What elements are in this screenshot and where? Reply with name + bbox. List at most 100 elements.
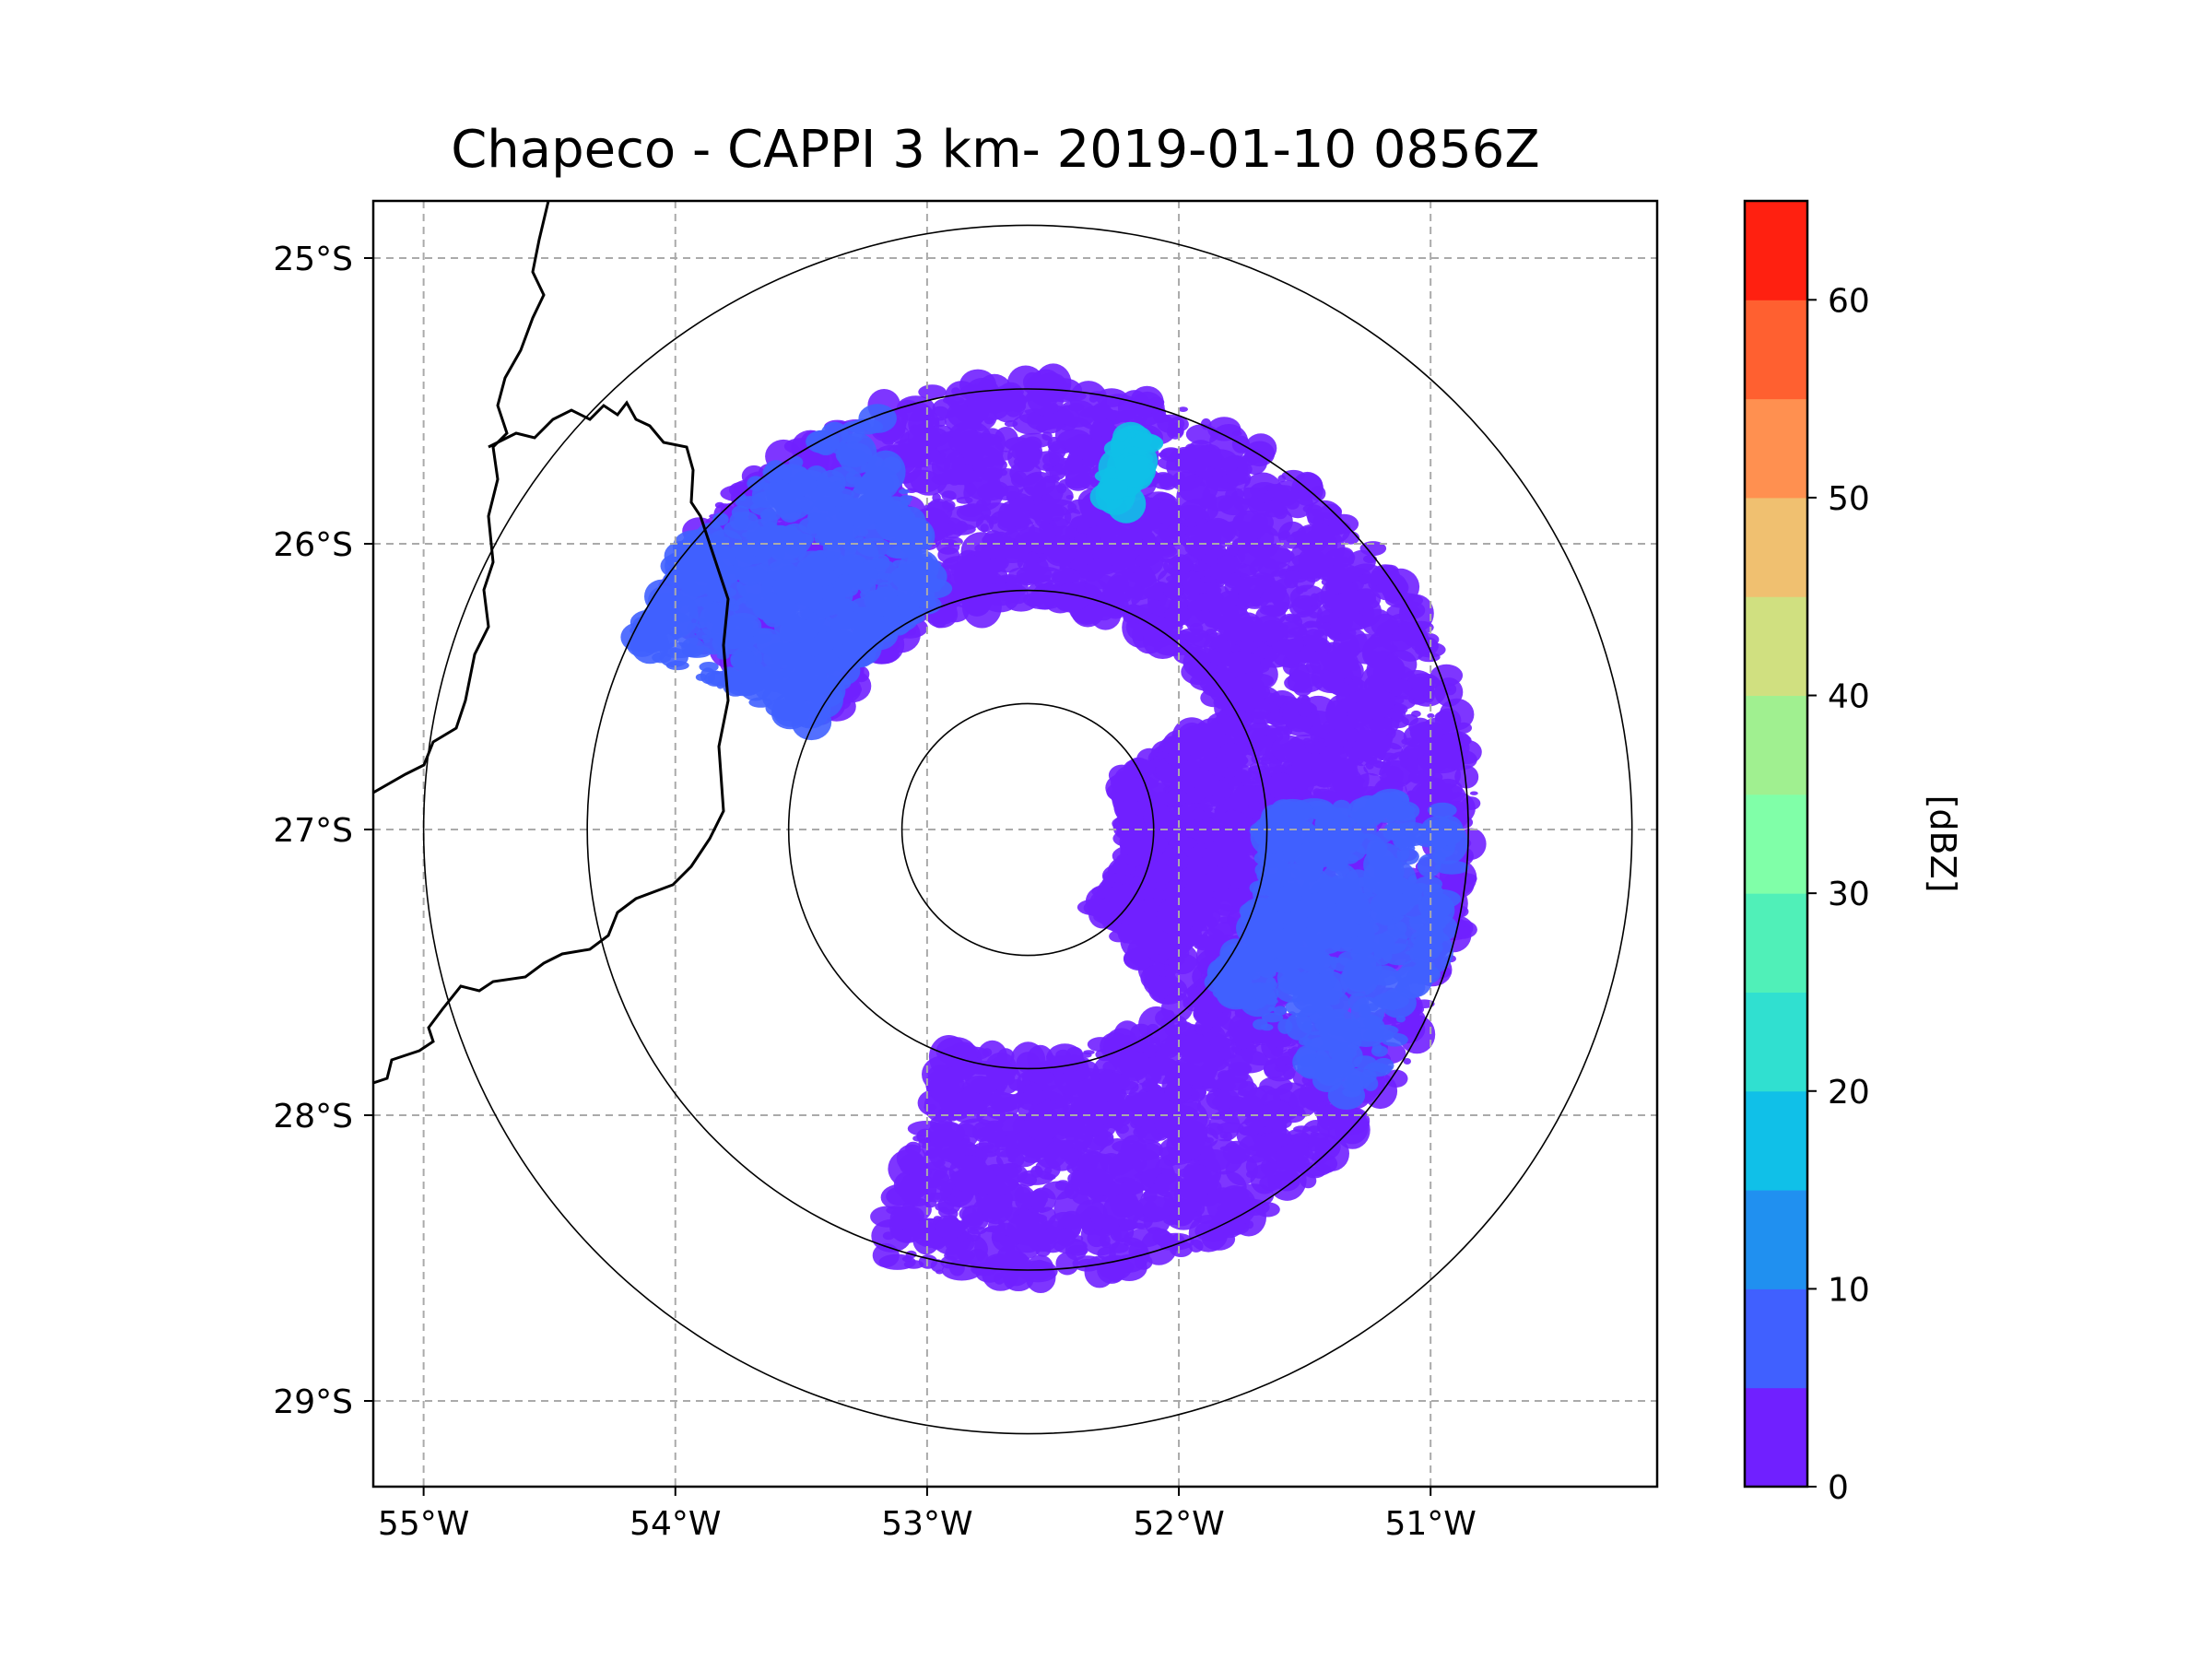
echo-cell xyxy=(1359,541,1387,557)
echo-cell xyxy=(1371,613,1399,637)
echo-cell xyxy=(1008,584,1029,605)
echo-cell xyxy=(1316,1004,1334,1017)
echo-cell xyxy=(1057,399,1097,428)
echo-cell xyxy=(1105,1090,1132,1118)
echo-cell xyxy=(951,387,960,395)
echo-cell xyxy=(1206,616,1237,630)
echo-cell xyxy=(1159,499,1180,517)
echo-cell xyxy=(1124,1229,1162,1248)
echo-cell xyxy=(1165,810,1185,823)
echo-cell xyxy=(1181,903,1196,915)
echo-cell xyxy=(831,480,844,492)
echo-cell xyxy=(1292,820,1317,844)
echo-cell xyxy=(918,1138,932,1148)
echo-cell xyxy=(711,617,751,649)
echo-cell xyxy=(1340,962,1379,997)
echo-cell xyxy=(1056,483,1067,494)
echo-cell xyxy=(1236,771,1267,784)
echo-cell xyxy=(805,614,834,633)
echo-cell xyxy=(1320,862,1359,904)
echo-cell xyxy=(1351,833,1383,854)
echo-cell xyxy=(1417,853,1441,877)
echo-cell xyxy=(1280,624,1289,630)
echo-cell xyxy=(1406,893,1416,901)
echo-cell xyxy=(865,450,906,494)
echo-cell xyxy=(1411,710,1421,718)
echo-cell xyxy=(1188,935,1206,945)
echo-cell xyxy=(1385,729,1407,750)
echo-cell xyxy=(994,1273,1006,1285)
echo-cell xyxy=(1034,577,1053,590)
echo-cell xyxy=(1419,816,1457,848)
echo-cell xyxy=(827,599,859,614)
echo-cell xyxy=(994,1147,1016,1158)
echo-cell xyxy=(1135,865,1147,872)
echo-cell xyxy=(1028,1089,1048,1103)
echo-cell xyxy=(739,649,754,660)
echo-cell xyxy=(762,465,793,480)
echo-cell xyxy=(1182,631,1204,643)
echo-cell xyxy=(932,493,941,502)
echo-cell xyxy=(787,575,810,599)
echo-cell xyxy=(1160,1169,1175,1175)
echo-cell xyxy=(1454,765,1479,789)
echo-cell xyxy=(942,1065,973,1083)
echo-cell xyxy=(869,558,890,569)
echo-cell xyxy=(1065,495,1074,500)
echo-cell xyxy=(1100,525,1135,555)
echo-cell xyxy=(1123,758,1156,779)
echo-cell xyxy=(1115,1124,1129,1135)
echo-cell xyxy=(1090,554,1100,559)
echo-cell xyxy=(659,647,688,668)
echo-cell xyxy=(1191,807,1206,822)
echo-cell xyxy=(1382,678,1414,695)
echo-cell xyxy=(1030,1071,1055,1085)
echo-cell xyxy=(930,1259,945,1273)
echo-cell xyxy=(1223,464,1238,472)
echo-cell xyxy=(1354,750,1373,759)
echo-cell xyxy=(1030,1187,1056,1213)
echo-cell xyxy=(1383,657,1406,680)
echo-cell xyxy=(1416,736,1453,772)
echo-cell xyxy=(1188,1215,1229,1253)
echo-cell xyxy=(640,633,665,653)
echo-cell xyxy=(816,603,826,613)
echo-cell xyxy=(1293,680,1312,697)
echo-cell xyxy=(1294,1159,1306,1169)
echo-cell xyxy=(1418,771,1443,783)
echo-cell xyxy=(1021,1080,1031,1086)
echo-cell xyxy=(1157,838,1169,850)
echo-cell xyxy=(1236,564,1257,578)
echo-cell xyxy=(978,1171,1012,1197)
echo-cell xyxy=(1353,1055,1377,1070)
echo-region-5 xyxy=(1089,421,1164,524)
echo-cell xyxy=(1349,936,1360,947)
echo-cell xyxy=(1212,1094,1239,1110)
echo-cell xyxy=(1117,1147,1136,1167)
echo-cell xyxy=(1395,1015,1406,1023)
echo-cell xyxy=(1244,441,1276,467)
echo-cell xyxy=(1312,932,1343,955)
echo-cell xyxy=(1022,436,1042,452)
echo-cell xyxy=(1094,900,1135,921)
echo-cell xyxy=(1143,863,1173,886)
echo-cell xyxy=(974,1126,1006,1142)
echo-cell xyxy=(1325,700,1347,724)
echo-cell xyxy=(1069,1246,1078,1252)
echo-cell xyxy=(1345,569,1362,582)
echo-cell xyxy=(1427,712,1435,719)
echo-cell xyxy=(1349,700,1379,722)
echo-cell xyxy=(1413,947,1441,960)
echo-cell xyxy=(928,599,937,607)
echo-cell xyxy=(738,583,768,599)
echo-cell xyxy=(1280,530,1290,538)
echo-cell xyxy=(787,613,800,625)
echo-cell xyxy=(920,453,946,465)
echo-cell xyxy=(1384,822,1403,841)
echo-cell xyxy=(1300,960,1309,970)
echo-cell xyxy=(1080,1216,1122,1256)
echo-cell xyxy=(1218,810,1246,835)
echo-cell xyxy=(1373,1057,1394,1074)
echo-cell xyxy=(993,1166,1013,1177)
echo-cell xyxy=(1160,993,1194,1023)
